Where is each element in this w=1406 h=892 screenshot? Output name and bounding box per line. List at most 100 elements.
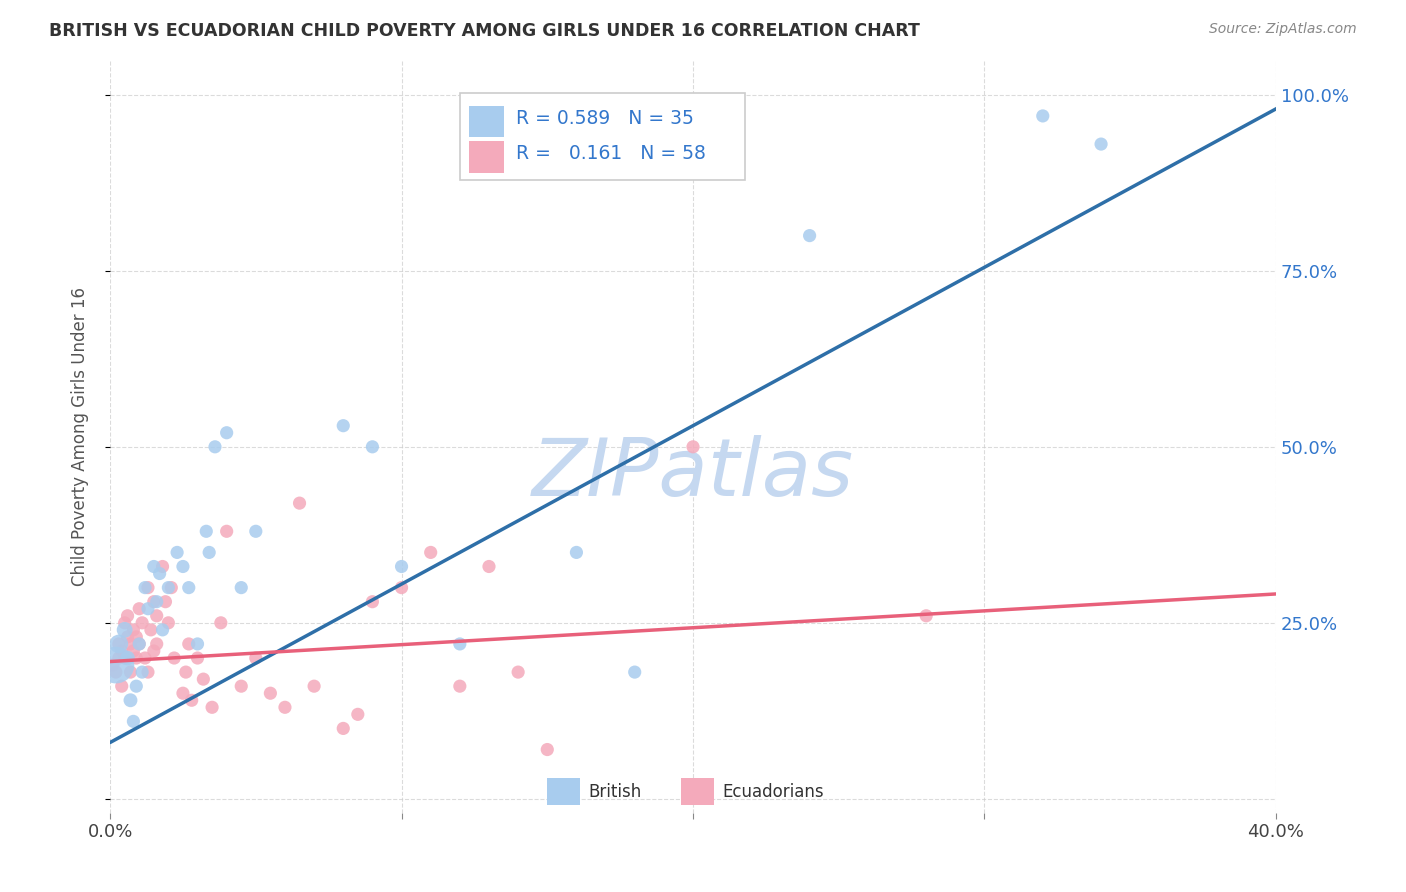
Text: British: British — [588, 783, 641, 801]
Point — [120, 693, 142, 707]
Point — [142, 559, 165, 574]
Point — [231, 581, 253, 595]
Point — [177, 637, 200, 651]
Point — [142, 595, 165, 609]
Point — [136, 581, 159, 595]
Bar — [682, 778, 714, 805]
Point — [915, 608, 938, 623]
Point — [142, 644, 165, 658]
Point — [565, 545, 588, 559]
Point — [128, 637, 150, 651]
Point — [682, 440, 704, 454]
Point — [245, 524, 267, 539]
Point — [131, 615, 153, 630]
Point — [122, 623, 145, 637]
Point — [128, 601, 150, 615]
Point — [104, 665, 127, 679]
FancyBboxPatch shape — [460, 94, 745, 180]
Point — [111, 679, 134, 693]
Point — [136, 665, 159, 679]
Text: BRITISH VS ECUADORIAN CHILD POVERTY AMONG GIRLS UNDER 16 CORRELATION CHART: BRITISH VS ECUADORIAN CHILD POVERTY AMON… — [49, 22, 920, 40]
Point — [215, 425, 238, 440]
Point — [117, 608, 139, 623]
Point — [117, 651, 139, 665]
Point — [332, 722, 354, 736]
Point — [117, 630, 139, 644]
Point — [449, 637, 471, 651]
Point — [449, 679, 471, 693]
Point — [155, 595, 177, 609]
Point — [122, 644, 145, 658]
Point — [114, 623, 136, 637]
Point — [274, 700, 297, 714]
Point — [145, 637, 167, 651]
Point — [149, 566, 172, 581]
Point — [114, 615, 136, 630]
Point — [160, 581, 183, 595]
Point — [172, 686, 194, 700]
Bar — [547, 778, 579, 805]
Point — [145, 608, 167, 623]
Point — [201, 700, 224, 714]
Point — [177, 581, 200, 595]
Point — [195, 524, 218, 539]
Point — [111, 644, 134, 658]
Text: Source: ZipAtlas.com: Source: ZipAtlas.com — [1209, 22, 1357, 37]
Bar — [470, 141, 505, 172]
Point — [157, 581, 180, 595]
Point — [536, 742, 558, 756]
Point — [478, 559, 501, 574]
Point — [332, 418, 354, 433]
Point — [186, 651, 208, 665]
Point — [134, 581, 156, 595]
Point — [125, 651, 148, 665]
Point — [172, 559, 194, 574]
Point — [163, 651, 186, 665]
Point — [215, 524, 238, 539]
Text: R =   0.161   N = 58: R = 0.161 N = 58 — [516, 145, 706, 163]
Point — [361, 440, 384, 454]
Point — [145, 595, 167, 609]
Point — [108, 651, 131, 665]
Point — [302, 679, 325, 693]
Point — [120, 665, 142, 679]
Point — [134, 651, 156, 665]
Point — [104, 658, 127, 673]
Bar — [470, 105, 505, 137]
Point — [799, 228, 821, 243]
Point — [245, 651, 267, 665]
Point — [231, 679, 253, 693]
Point — [166, 545, 188, 559]
Point — [391, 559, 413, 574]
Point — [125, 679, 148, 693]
Text: ZIPatlas: ZIPatlas — [531, 435, 853, 513]
Y-axis label: Child Poverty Among Girls Under 16: Child Poverty Among Girls Under 16 — [72, 286, 89, 586]
Point — [204, 440, 226, 454]
Point — [108, 637, 131, 651]
Point — [125, 630, 148, 644]
Point — [180, 693, 202, 707]
Point — [288, 496, 311, 510]
Point — [152, 559, 174, 574]
Point — [122, 714, 145, 729]
Point — [198, 545, 221, 559]
Point — [209, 615, 232, 630]
Point — [623, 665, 645, 679]
Point — [1090, 137, 1112, 152]
Point — [128, 637, 150, 651]
Point — [186, 637, 208, 651]
Point — [139, 623, 162, 637]
Point — [120, 637, 142, 651]
Point — [361, 595, 384, 609]
Point — [419, 545, 441, 559]
Text: Ecuadorians: Ecuadorians — [723, 783, 824, 801]
Point — [136, 601, 159, 615]
Point — [174, 665, 197, 679]
Point — [114, 651, 136, 665]
Point — [508, 665, 530, 679]
Point — [391, 581, 413, 595]
Point — [152, 623, 174, 637]
Point — [259, 686, 281, 700]
Point — [1032, 109, 1054, 123]
Point — [193, 672, 215, 686]
